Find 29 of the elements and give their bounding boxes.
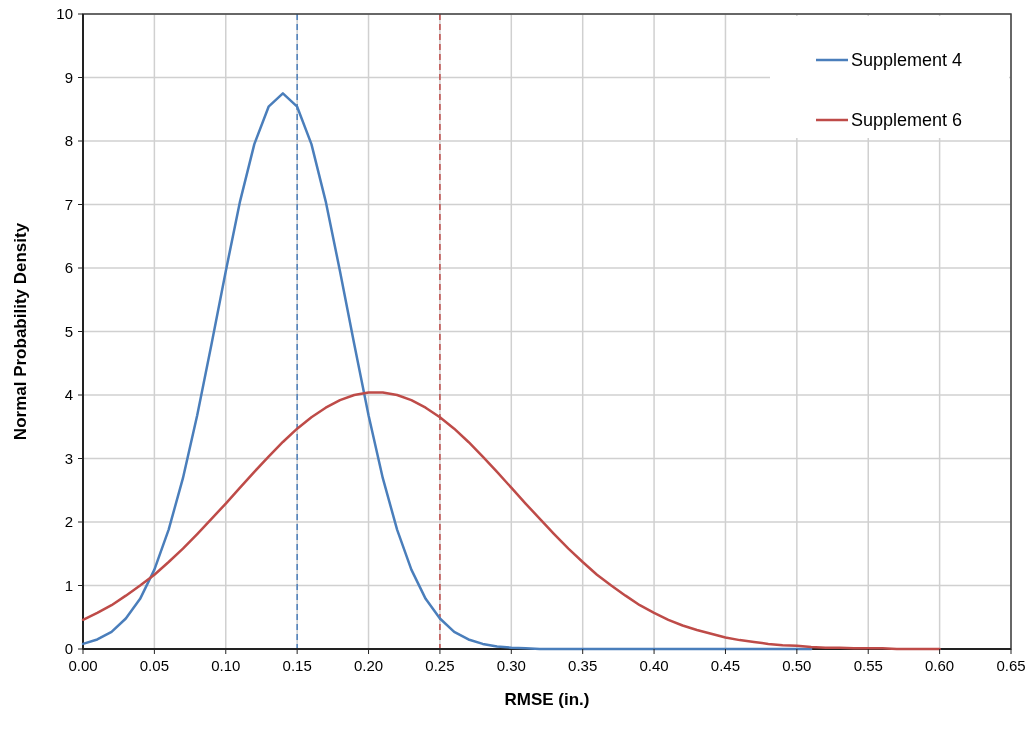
- x-axis-title: RMSE (in.): [504, 690, 590, 709]
- legend-label: Supplement 4: [851, 50, 963, 70]
- y-tick-label: 1: [64, 576, 73, 594]
- x-tick-label: 0.50: [782, 657, 812, 674]
- x-tick-label: 0.60: [925, 657, 955, 674]
- y-tick-label: 3: [64, 449, 73, 467]
- y-tick-label: 0: [64, 640, 73, 657]
- x-tick-label: 0.40: [639, 657, 669, 674]
- y-tick-label: 5: [64, 322, 73, 340]
- y-tick-label: 6: [64, 259, 73, 276]
- x-tick-label: 0.65: [996, 657, 1026, 674]
- x-tick-label: 0.55: [853, 657, 883, 674]
- x-tick-label: 0.35: [568, 657, 598, 674]
- x-tick-label: 0.05: [139, 657, 169, 674]
- x-tick-label: 0.20: [353, 657, 384, 674]
- y-tick-label: 8: [64, 132, 73, 149]
- y-tick-label: 4: [64, 386, 73, 403]
- x-tick-label: 0.00: [68, 657, 98, 674]
- x-tick-label: 0.45: [710, 657, 741, 674]
- x-tick-label: 0.15: [282, 657, 312, 674]
- y-axis-title: Normal Probability Density: [11, 222, 30, 441]
- x-tick-label: 0.10: [211, 657, 241, 674]
- legend-label: Supplement 6: [851, 110, 963, 130]
- y-tick-label: 9: [64, 68, 73, 86]
- y-tick-label: 10: [56, 5, 73, 22]
- y-tick-label: 2: [64, 513, 73, 530]
- x-tick-label: 0.30: [496, 657, 526, 674]
- y-tick-label: 7: [64, 195, 73, 213]
- x-tick-label: 0.25: [425, 657, 455, 674]
